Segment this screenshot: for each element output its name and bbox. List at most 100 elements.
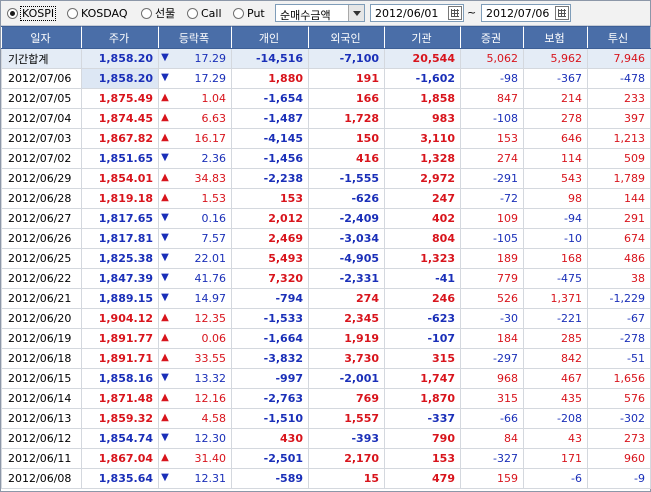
table-row[interactable]: 2012/06/14 1,871.48 ▲ 12.16 -2,763 769 1,870 31… (1, 388, 651, 409)
securities-cell: 153 (460, 128, 524, 149)
investment-trust-cell: 1,656 (587, 368, 651, 389)
date-cell: 2012/06/18 (1, 348, 82, 369)
individual-cell: -997 (231, 368, 309, 389)
table-row[interactable]: 2012/06/18 1,891.71 ▲ 33.55 -3,832 3,730 315 -2… (1, 348, 651, 369)
change-cell: ▼ 7.57 (158, 228, 232, 249)
securities-cell: 189 (460, 248, 524, 269)
change-cell: ▲ 31.40 (158, 448, 232, 469)
individual-cell: -2,763 (231, 388, 309, 409)
table-row[interactable]: 2012/07/06 1,858.20 ▼ 17.29 1,880 191 -1,602 -9… (1, 68, 651, 89)
price-cell: 1,825.38 (81, 248, 159, 269)
securities-cell: -30 (460, 308, 524, 329)
table-row[interactable]: 2012/06/21 1,889.15 ▼ 14.97 -794 274 246 526 1,3… (1, 288, 651, 309)
individual-cell: 2,012 (231, 208, 309, 229)
insurance-cell: 646 (523, 128, 588, 149)
column-header[interactable]: 외국인 (308, 26, 385, 49)
column-header[interactable]: 투신 (587, 26, 651, 49)
calendar-icon[interactable] (448, 6, 462, 20)
individual-cell: -1,664 (231, 328, 309, 349)
calendar-icon[interactable] (555, 6, 569, 20)
foreign-cell: 416 (308, 148, 385, 169)
price-cell: 1,819.18 (81, 188, 159, 209)
individual-cell: -14,516 (231, 48, 309, 69)
column-header[interactable]: 기관 (384, 26, 461, 49)
column-header[interactable]: 증권 (460, 26, 524, 49)
table-row[interactable]: 2012/07/05 1,875.49 ▲ 1.04 -1,654 166 1,858 847… (1, 88, 651, 109)
table-row[interactable]: 2012/06/28 1,819.18 ▲ 1.53 153 -626 247 -72 98 14… (1, 188, 651, 209)
chevron-down-icon[interactable] (348, 5, 364, 21)
radio-kosdaq[interactable]: KOSDAQ (67, 6, 128, 20)
table-row[interactable]: 2012/07/02 1,851.65 ▼ 2.36 -1,456 416 1,328 274… (1, 148, 651, 169)
column-header[interactable]: 보험 (523, 26, 588, 49)
institution-cell: 790 (384, 428, 461, 449)
table-row[interactable]: 2012/06/22 1,847.39 ▼ 41.76 7,320 -2,331 -41 77… (1, 268, 651, 289)
foreign-cell: 274 (308, 288, 385, 309)
table-row[interactable]: 2012/06/27 1,817.65 ▼ 0.16 2,012 -2,409 402 109… (1, 208, 651, 229)
change-value: 1.53 (201, 192, 227, 205)
down-triangle-icon: ▼ (161, 252, 169, 263)
investment-trust-cell: 38 (587, 268, 651, 289)
foreign-cell: -626 (308, 188, 385, 209)
institution-cell: 246 (384, 288, 461, 309)
date-cell: 2012/07/02 (1, 148, 82, 169)
column-header[interactable]: 일자 (1, 26, 82, 49)
radio-futures[interactable]: 선물 (141, 6, 175, 20)
radio-kospi[interactable]: KOSPI (7, 5, 57, 21)
table-row[interactable]: 2012/06/11 1,867.04 ▲ 31.40 -2,501 2,170 153 -3… (1, 448, 651, 469)
table-row[interactable]: 2012/06/08 1,835.64 ▼ 12.31 -589 15 479 159 -6 -9 (1, 468, 651, 489)
institution-cell: 315 (384, 348, 461, 369)
insurance-cell: 43 (523, 428, 588, 449)
table-row[interactable]: 2012/06/29 1,854.01 ▲ 34.83 -2,238 -1,555 2,97… (1, 168, 651, 189)
table-row[interactable]: 2012/06/20 1,904.12 ▲ 12.35 -1,533 2,345 -623-… (1, 308, 651, 329)
date-cell: 2012/06/11 (1, 448, 82, 469)
table-row[interactable]: 2012/07/04 1,874.45 ▲ 6.63 -1,487 1,728 983 -10… (1, 108, 651, 129)
radio-label: KOSPI (19, 5, 57, 21)
institution-cell: -623 (384, 308, 461, 329)
change-cell: ▼ 17.29 (158, 48, 232, 69)
table-row[interactable]: 2012/06/19 1,891.77 ▲ 0.06 -1,664 1,919 -107 18… (1, 328, 651, 349)
change-cell: ▼ 2.36 (158, 148, 232, 169)
price-cell: 1,867.82 (81, 128, 159, 149)
column-header[interactable]: 주가 (81, 26, 159, 49)
change-value: 12.16 (194, 392, 227, 405)
insurance-cell: 168 (523, 248, 588, 269)
investment-trust-cell: 291 (587, 208, 651, 229)
table-row[interactable]: 2012/06/25 1,825.38 ▼ 22.01 5,493 -4,905 1,323… (1, 248, 651, 269)
up-triangle-icon: ▲ (161, 192, 169, 203)
table-row[interactable]: 2012/06/12 1,854.74 ▼ 12.30 430 -393 790 84 43 27… (1, 428, 651, 449)
metric-select[interactable]: 순매수금액 (275, 4, 365, 22)
change-cell: ▼ 14.97 (158, 288, 232, 309)
up-triangle-icon: ▲ (161, 352, 169, 363)
change-value: 33.55 (194, 352, 227, 365)
securities-cell: 526 (460, 288, 524, 309)
insurance-cell: 1,371 (523, 288, 588, 309)
metric-select-value: 순매수금액 (280, 9, 331, 22)
insurance-cell: 98 (523, 188, 588, 209)
end-date-field[interactable]: 2012/07/06 (481, 4, 571, 22)
individual-cell: 7,320 (231, 268, 309, 289)
table-row[interactable]: 2012/07/03 1,867.82 ▲ 16.17 -4,145 150 3,110 15… (1, 128, 651, 149)
securities-cell: -72 (460, 188, 524, 209)
institution-cell: 153 (384, 448, 461, 469)
investment-trust-cell: 233 (587, 88, 651, 109)
radio-call[interactable]: Call (187, 6, 222, 20)
period-total-row[interactable]: 기간합계 1,858.20 ▼ 17.29 -14,516 -7,100 20,544 5,0… (1, 48, 651, 69)
securities-cell: 968 (460, 368, 524, 389)
table-header: 일자 주가 등락폭 개인 외국인 기관 증권 보험 투신 (1, 26, 651, 49)
table-row[interactable]: 2012/06/26 1,817.81 ▼ 7.57 2,469 -3,034 804 -10… (1, 228, 651, 249)
date-cell: 2012/06/19 (1, 328, 82, 349)
table-row[interactable]: 2012/06/15 1,858.16 ▼ 13.32 -997 -2,001 1,747 9… (1, 368, 651, 389)
change-cell: ▼ 41.76 (158, 268, 232, 289)
foreign-cell: -2,001 (308, 368, 385, 389)
investment-trust-cell: -278 (587, 328, 651, 349)
insurance-cell: 842 (523, 348, 588, 369)
table-row[interactable]: 2012/06/13 1,859.32 ▲ 4.58 -1,510 1,557 -337 -6… (1, 408, 651, 429)
individual-cell: 2,469 (231, 228, 309, 249)
column-header[interactable]: 개인 (231, 26, 309, 49)
start-date-field[interactable]: 2012/06/01 (370, 4, 464, 22)
securities-cell: -327 (460, 448, 524, 469)
radio-put[interactable]: Put (233, 6, 265, 20)
date-cell: 2012/06/22 (1, 268, 82, 289)
column-header[interactable]: 등락폭 (158, 26, 232, 49)
price-cell: 1,854.01 (81, 168, 159, 189)
